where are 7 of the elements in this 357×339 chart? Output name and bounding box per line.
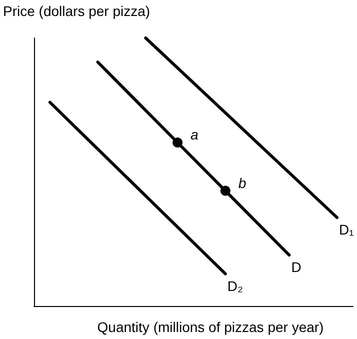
- x-axis-title: Quantity (millions of pizzas per year): [97, 319, 324, 335]
- annotation: b: [238, 174, 246, 191]
- series-label: D₁: [339, 222, 354, 238]
- annotation: a: [190, 126, 199, 143]
- series-label: D₂: [227, 278, 243, 294]
- y-axis-title: Price (dollars per pizza): [3, 3, 150, 19]
- series-label: D: [291, 259, 302, 276]
